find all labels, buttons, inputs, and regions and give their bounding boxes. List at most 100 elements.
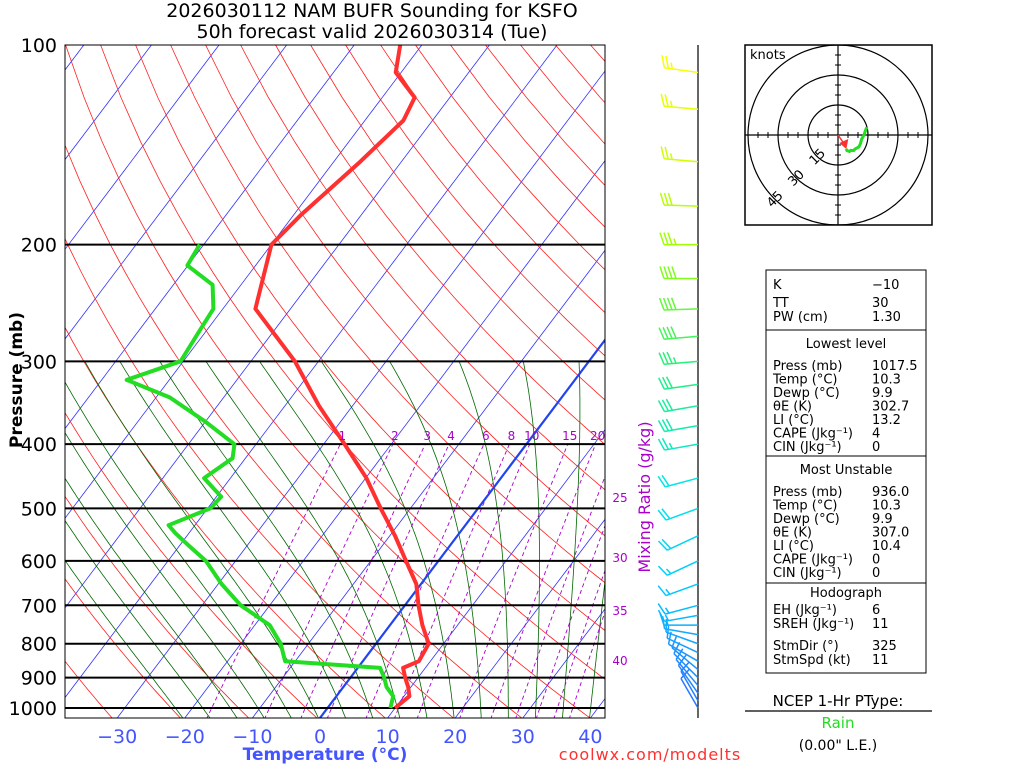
temperature-tick-label: 20 (443, 726, 467, 748)
most-unstable-title: Most Unstable (800, 463, 893, 478)
ptype-amount: (0.00" L.E.) (799, 738, 878, 754)
plot-frame (64, 44, 606, 719)
wind-barb-staff (666, 637, 699, 654)
temperature-profile-line (253, 45, 431, 710)
wind-barb (657, 418, 699, 433)
mixing-ratio-line (459, 444, 569, 718)
dry-adiabat-line (65, 578, 181, 718)
wind-barb-feather (659, 192, 665, 206)
wind-barb (661, 55, 699, 74)
wind-barb-staff (673, 653, 699, 679)
wind-barb-staff (664, 158, 699, 163)
stats-panel: K −10 TT 30 PW (cm) 1.30 Lowest level Press (mb… (765, 269, 927, 674)
lowest-level-row-value: 302.7 (872, 400, 909, 415)
wind-barb-feather (666, 351, 673, 364)
pressure-lines (65, 243, 605, 709)
wind-barb (658, 376, 699, 390)
pressure-tick-labels: 100 200 300 400 500 600 700 800 900 1000 (9, 35, 57, 720)
lowest-level-row-value: 10.3 (872, 373, 901, 388)
pressure-tick-label: 400 (21, 434, 57, 456)
wind-barb-feather (657, 565, 668, 576)
wind-barb-half-feather (664, 607, 670, 614)
isotherm-line (65, 45, 558, 699)
temperature-tick-label: 0 (314, 726, 326, 748)
temperature-tick-label: 40 (578, 726, 602, 748)
wind-barb-staff (671, 647, 699, 671)
lowest-level-row-value: 1017.5 (872, 359, 918, 374)
dry-adiabat-line (345, 45, 605, 357)
wind-barb-feather (657, 420, 666, 432)
wind-barb-half-feather (672, 357, 677, 364)
wind-barb (657, 535, 699, 551)
index-value: 30 (872, 296, 889, 311)
moist-adiabat-line (205, 361, 401, 718)
moist-adiabat-line (65, 431, 265, 718)
most-unstable-row-value: 9.9 (872, 512, 893, 527)
hodograph-stats-row-label: StmDir (°) (773, 639, 839, 654)
wind-barb-staff (663, 308, 699, 311)
wind-barb (659, 192, 699, 207)
dewpoint-profile-line (124, 243, 396, 709)
wind-barb (657, 583, 699, 597)
mixing-ratio-label: 15 (562, 429, 577, 443)
wind-barb-feather (659, 266, 665, 279)
wind-barb (657, 609, 699, 623)
wind-barb-feather (661, 437, 670, 450)
wind-barb-feather (661, 508, 671, 520)
chart-title-line1: 2026030112 NAM BUFR Sounding for KSFO (166, 0, 578, 22)
temperature-tick-label: 30 (511, 726, 535, 748)
moist-adiabat-line (562, 361, 581, 718)
wind-barb-feather (658, 352, 665, 365)
mixing-ratio-label: 4 (447, 429, 455, 443)
wind-barb-feather (667, 192, 673, 206)
moist-adiabat-line (84, 361, 319, 718)
wind-barb-staff (664, 335, 699, 340)
credit-text: coolwx.com/modelts (559, 745, 741, 764)
lowest-level-row-label: Press (mb) (773, 359, 842, 374)
lowest-level-row-label: Dewp (°C) (773, 386, 840, 401)
wind-barb-feather (658, 327, 665, 340)
x-axis-label: Temperature (°C) (243, 745, 408, 765)
profiles (124, 45, 431, 710)
wind-barb-feather (671, 266, 677, 279)
wind-barb-half-feather (665, 618, 669, 626)
wind-barb-feather (657, 509, 667, 521)
wind-barb-feather (664, 94, 669, 107)
wind-barb-feather (661, 399, 670, 412)
lowest-level-title: Lowest level (806, 337, 887, 352)
wind-barb (657, 474, 699, 488)
most-unstable-row-value: 10.4 (872, 539, 901, 554)
hodograph-stats-row-value: 325 (872, 639, 897, 654)
dry-adiabat-line (135, 45, 605, 632)
moist-adiabat-line (65, 559, 184, 718)
index-label: K (773, 278, 782, 293)
wind-barb-half-feather (669, 100, 673, 108)
wind-barb-feather (666, 297, 673, 311)
mixing-ratio-label: 10 (524, 429, 539, 443)
wind-barb-feather (665, 398, 674, 411)
wind-barb-feather (659, 232, 665, 245)
dry-adiabat-line (65, 144, 523, 718)
wind-barb-staff (664, 614, 699, 623)
wind-barb (666, 625, 699, 654)
temperature-tick-label: −10 (232, 726, 272, 748)
wind-barb-feather (666, 625, 670, 639)
lowest-level-row-label: CIN (Jkg⁻¹) (773, 440, 842, 455)
temperature-tick-label: −20 (165, 726, 205, 748)
pressure-tick-label: 200 (21, 235, 57, 257)
lowest-level-row-value: 13.2 (872, 413, 901, 428)
pressure-tick-label: 900 (21, 668, 57, 690)
wind-barb (657, 603, 699, 615)
most-unstable-row-label: Dewp (°C) (773, 512, 840, 527)
hodograph-stats-row-label: EH (Jkg⁻¹) (773, 603, 837, 618)
index-value: 1.30 (872, 310, 901, 325)
wind-barb-staff (680, 678, 699, 709)
wind-barb (657, 437, 699, 451)
wind-barb-staff (664, 404, 699, 413)
index-value: −10 (872, 278, 899, 293)
wind-barb-feather (670, 326, 677, 339)
isotherm-line (65, 45, 355, 430)
pressure-tick-label: 100 (21, 35, 57, 57)
wind-barb-feather (662, 326, 669, 340)
